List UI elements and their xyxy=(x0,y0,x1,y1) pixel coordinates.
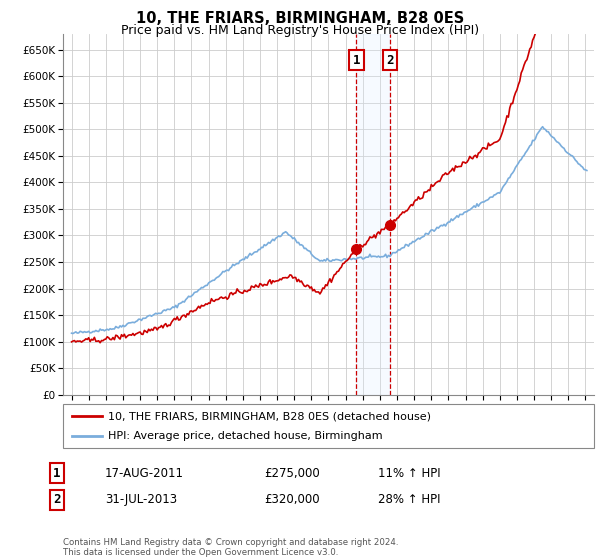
Text: 11% ↑ HPI: 11% ↑ HPI xyxy=(378,466,440,480)
Bar xyxy=(356,34,390,395)
Text: 1: 1 xyxy=(353,54,360,67)
Text: 10, THE FRIARS, BIRMINGHAM, B28 0ES: 10, THE FRIARS, BIRMINGHAM, B28 0ES xyxy=(136,11,464,26)
Text: 17-AUG-2011: 17-AUG-2011 xyxy=(105,466,184,480)
Text: £275,000: £275,000 xyxy=(264,466,320,480)
Text: £320,000: £320,000 xyxy=(264,493,320,506)
Text: HPI: Average price, detached house, Birmingham: HPI: Average price, detached house, Birm… xyxy=(108,431,383,441)
Text: 1: 1 xyxy=(53,466,61,480)
Text: 28% ↑ HPI: 28% ↑ HPI xyxy=(378,493,440,506)
Text: 10, THE FRIARS, BIRMINGHAM, B28 0ES (detached house): 10, THE FRIARS, BIRMINGHAM, B28 0ES (det… xyxy=(108,411,431,421)
Text: Contains HM Land Registry data © Crown copyright and database right 2024.
This d: Contains HM Land Registry data © Crown c… xyxy=(63,538,398,557)
Text: 2: 2 xyxy=(53,493,61,506)
Text: 2: 2 xyxy=(386,54,394,67)
Text: 31-JUL-2013: 31-JUL-2013 xyxy=(105,493,177,506)
Text: Price paid vs. HM Land Registry's House Price Index (HPI): Price paid vs. HM Land Registry's House … xyxy=(121,24,479,36)
